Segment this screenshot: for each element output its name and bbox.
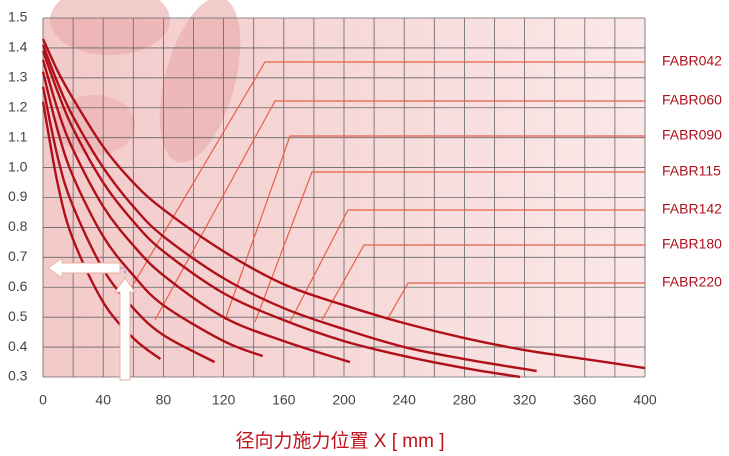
y-tick-label: 0.9	[8, 188, 28, 204]
legend-label: FABR042	[662, 53, 722, 69]
curve	[41, 44, 537, 373]
x-tick-label: 80	[156, 392, 172, 408]
x-tick-label: 200	[332, 392, 356, 408]
decoration	[50, 0, 170, 55]
decoration	[159, 0, 241, 163]
curve	[41, 38, 646, 370]
y-tick-label: 0.5	[8, 308, 28, 324]
legend-label: FABR090	[662, 127, 722, 143]
x-tick-label: 240	[393, 392, 417, 408]
y-tick-label: 0.3	[8, 368, 28, 384]
x-axis-title: 径向力施力位置 X [ mm ]	[235, 430, 444, 452]
x-tick-label: 400	[633, 392, 657, 408]
y-tick-label: 1.1	[8, 128, 28, 144]
curve	[41, 59, 351, 364]
y-tick-label: 0.7	[8, 248, 28, 264]
legend-label: FABR180	[662, 236, 722, 252]
decoration	[55, 95, 135, 155]
legend-label: FABR220	[662, 274, 722, 290]
x-tick-label: 320	[513, 392, 537, 408]
y-tick-label: 1.0	[8, 158, 28, 174]
x-tick-label: 40	[95, 392, 111, 408]
y-tick-label: 1.2	[8, 98, 28, 114]
x-tick-label: 280	[453, 392, 477, 408]
legend-label: FABR142	[662, 201, 722, 217]
y-tick-label: 0.8	[8, 218, 28, 234]
x-tick-label: 0	[39, 392, 47, 408]
arrow-up	[114, 277, 136, 381]
legend-label: FABR115	[662, 163, 721, 179]
legend-label: FABR060	[662, 92, 722, 108]
curve	[41, 71, 264, 358]
x-tick-label: 360	[573, 392, 597, 408]
arrow-left	[47, 257, 121, 279]
x-tick-label: 160	[272, 392, 296, 408]
y-tick-label: 1.3	[8, 69, 28, 85]
x-tick-label: 120	[212, 392, 236, 408]
leader-lines	[129, 61, 645, 323]
y-tick-label: 1.5	[8, 9, 28, 25]
y-tick-label: 0.4	[8, 338, 28, 354]
y-tick-label: 0.6	[8, 278, 28, 294]
y-tick-label: 1.4	[8, 39, 28, 55]
curve	[41, 50, 521, 379]
